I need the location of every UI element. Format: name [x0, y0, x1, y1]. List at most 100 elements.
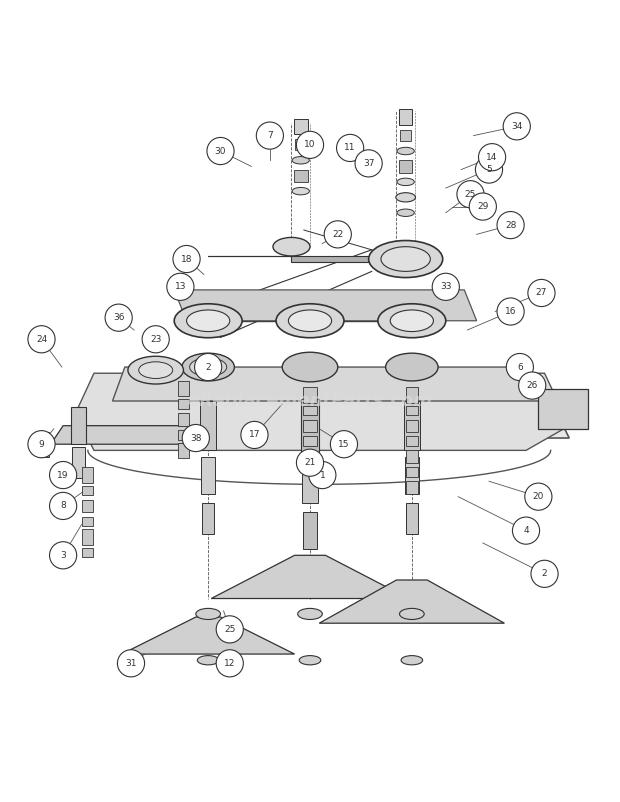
Text: 31: 31	[125, 658, 137, 668]
Text: 2: 2	[542, 569, 547, 578]
Circle shape	[142, 326, 169, 353]
Ellipse shape	[397, 148, 414, 155]
Polygon shape	[319, 580, 505, 623]
Text: 27: 27	[536, 289, 547, 298]
Text: 13: 13	[175, 282, 186, 291]
Bar	[40, 431, 49, 456]
Ellipse shape	[182, 353, 234, 381]
Ellipse shape	[187, 310, 230, 331]
Bar	[200, 401, 216, 451]
Bar	[405, 387, 418, 403]
Text: 36: 36	[113, 313, 125, 322]
Circle shape	[296, 132, 324, 159]
Text: 19: 19	[58, 471, 69, 480]
Bar	[82, 500, 94, 512]
Circle shape	[117, 650, 144, 677]
Ellipse shape	[292, 156, 309, 164]
Text: 30: 30	[215, 147, 226, 156]
Circle shape	[182, 424, 210, 452]
Text: 38: 38	[190, 434, 202, 443]
Bar	[399, 109, 412, 125]
Bar	[405, 436, 418, 446]
Bar	[82, 486, 94, 495]
Circle shape	[518, 372, 546, 399]
Circle shape	[507, 354, 533, 381]
Text: 18: 18	[181, 254, 192, 264]
Polygon shape	[88, 389, 569, 438]
Circle shape	[324, 221, 352, 248]
Polygon shape	[211, 555, 409, 598]
Text: 22: 22	[332, 230, 343, 239]
Ellipse shape	[197, 655, 219, 665]
Text: 7: 7	[267, 131, 273, 140]
Ellipse shape	[139, 362, 172, 379]
Circle shape	[469, 193, 497, 221]
Ellipse shape	[298, 609, 322, 619]
Ellipse shape	[174, 304, 242, 338]
Circle shape	[355, 150, 382, 177]
Bar	[295, 140, 306, 151]
Ellipse shape	[292, 188, 309, 195]
Ellipse shape	[276, 304, 344, 338]
Bar	[303, 419, 317, 431]
Bar	[405, 406, 418, 415]
Text: 21: 21	[304, 458, 316, 468]
Polygon shape	[174, 290, 477, 321]
Polygon shape	[122, 617, 294, 654]
Text: 20: 20	[533, 492, 544, 501]
Bar	[405, 451, 418, 463]
Circle shape	[167, 273, 194, 301]
Bar	[294, 169, 308, 182]
Circle shape	[50, 461, 77, 488]
Bar	[400, 130, 411, 141]
Text: 25: 25	[465, 190, 476, 199]
Bar	[405, 503, 418, 533]
Circle shape	[28, 431, 55, 458]
Circle shape	[528, 279, 555, 306]
Polygon shape	[51, 426, 199, 444]
Text: 14: 14	[487, 152, 498, 162]
Circle shape	[476, 156, 503, 183]
Circle shape	[28, 326, 55, 353]
Circle shape	[241, 421, 268, 448]
Ellipse shape	[190, 358, 227, 376]
Circle shape	[256, 122, 283, 149]
Circle shape	[525, 483, 552, 510]
Bar	[303, 460, 317, 503]
Text: 1: 1	[319, 471, 326, 480]
Circle shape	[105, 304, 132, 331]
Text: 17: 17	[249, 431, 260, 439]
Text: 11: 11	[344, 144, 356, 152]
Circle shape	[337, 135, 364, 161]
Bar	[405, 468, 418, 476]
Bar	[404, 401, 420, 451]
Circle shape	[432, 273, 459, 301]
Circle shape	[531, 561, 558, 587]
Bar	[405, 456, 418, 493]
Text: 37: 37	[363, 159, 374, 168]
Polygon shape	[538, 389, 588, 429]
Ellipse shape	[282, 352, 338, 382]
Circle shape	[479, 144, 506, 171]
Bar	[202, 503, 215, 533]
Circle shape	[503, 113, 530, 140]
Ellipse shape	[399, 609, 424, 619]
Ellipse shape	[196, 609, 221, 619]
Text: 33: 33	[440, 282, 451, 291]
Circle shape	[216, 616, 243, 643]
Circle shape	[296, 449, 324, 476]
Text: 9: 9	[38, 439, 45, 448]
Ellipse shape	[288, 310, 332, 331]
Bar	[82, 468, 94, 483]
Bar	[202, 456, 215, 493]
Circle shape	[457, 180, 484, 208]
Ellipse shape	[397, 178, 414, 185]
Ellipse shape	[381, 247, 430, 271]
Circle shape	[497, 298, 524, 325]
Bar	[82, 529, 94, 545]
Bar	[405, 419, 418, 431]
Text: 15: 15	[338, 439, 350, 448]
Text: 26: 26	[526, 381, 538, 390]
Ellipse shape	[397, 209, 414, 217]
Bar	[301, 399, 319, 452]
